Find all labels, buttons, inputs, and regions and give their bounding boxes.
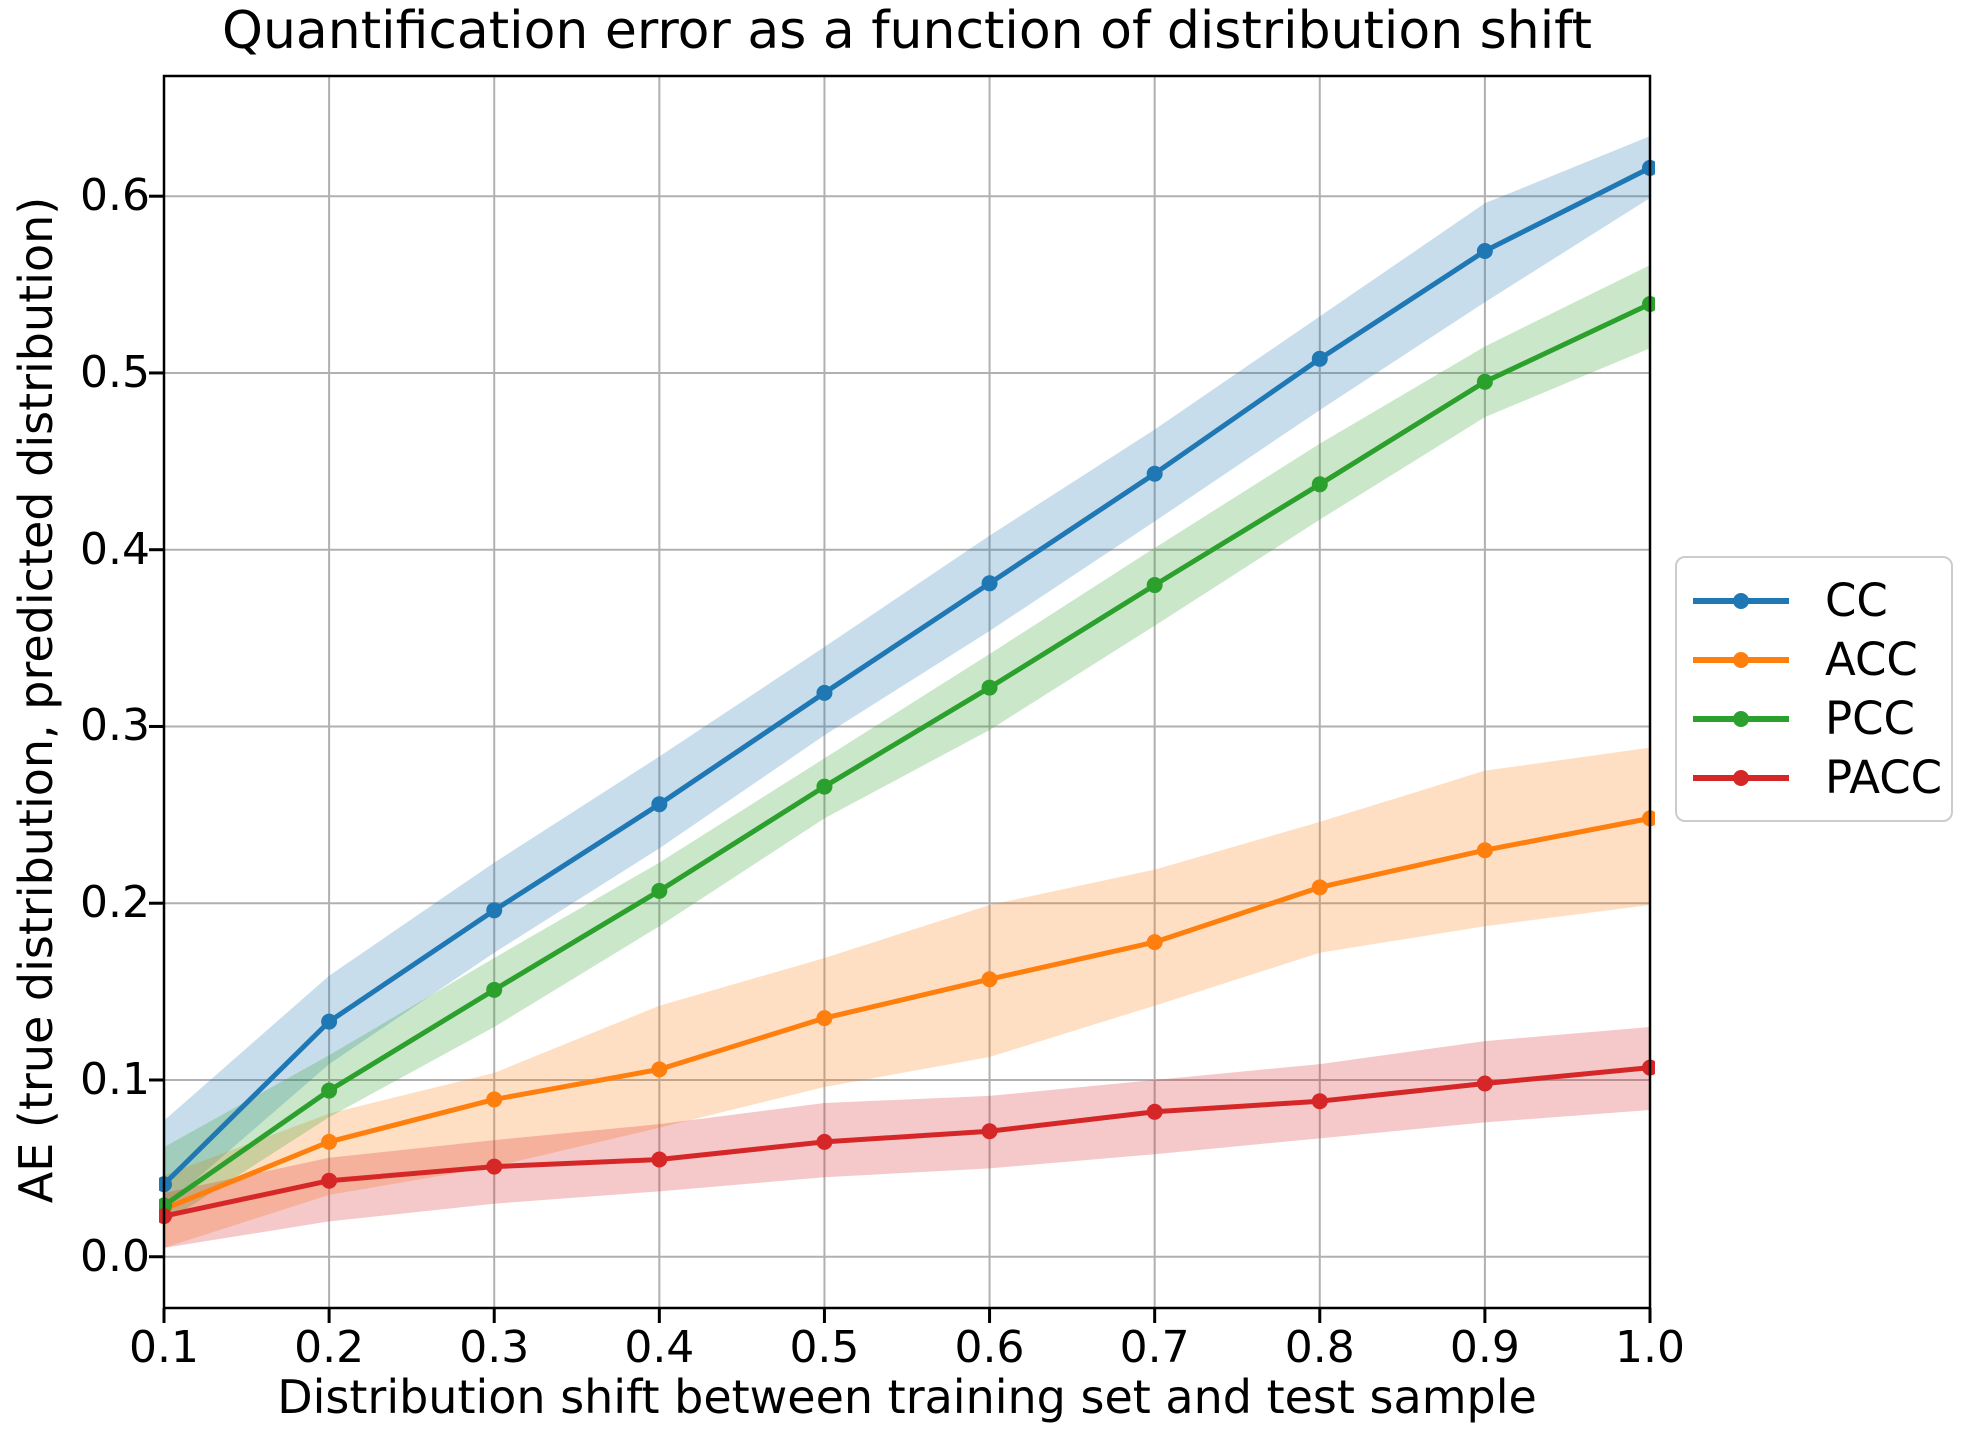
data-point-acc: [1311, 879, 1328, 896]
legend-line-sample-icon: [1693, 710, 1789, 727]
data-point-acc: [981, 971, 998, 988]
data-point-cc: [321, 1013, 338, 1030]
data-point-pacc: [486, 1158, 503, 1175]
y-tick-label: 0.1: [80, 1053, 150, 1105]
x-tick-label: 1.0: [1615, 1322, 1685, 1373]
data-point-pcc: [1311, 476, 1328, 493]
data-point-acc: [1642, 810, 1655, 827]
legend-marker-dot: [1733, 651, 1749, 668]
y-tick-label: 0.4: [80, 523, 150, 575]
confidence-band-pcc: [164, 265, 1650, 1224]
data-point-acc: [816, 1010, 833, 1027]
legend-marker-dot: [1733, 769, 1749, 786]
data-point-acc: [321, 1133, 338, 1150]
y-tick-label: 0.0: [80, 1230, 150, 1282]
data-point-pcc: [1642, 296, 1655, 313]
data-point-cc: [486, 902, 503, 919]
x-tick-label: 0.4: [624, 1322, 695, 1373]
data-point-cc: [981, 575, 998, 592]
legend-marker-dot: [1733, 592, 1749, 609]
data-point-cc: [1476, 242, 1493, 259]
data-point-pcc: [1146, 577, 1163, 594]
y-tick-label: 0.2: [80, 877, 150, 929]
legend-label-acc: ACC: [1825, 633, 1918, 686]
data-point-acc: [651, 1061, 668, 1078]
series-line-pacc: [163, 1065, 1651, 1219]
legend-item-cc: CC: [1677, 578, 1951, 623]
data-point-pcc: [651, 882, 668, 899]
data-point-pacc: [321, 1172, 338, 1189]
confidence-band-cc: [164, 136, 1650, 1208]
data-point-acc: [1146, 934, 1163, 951]
y-tick-label: 0.6: [80, 170, 150, 222]
x-tick-label: 0.9: [1449, 1322, 1520, 1373]
data-point-cc: [816, 684, 833, 701]
x-tick-label: 0.3: [459, 1322, 530, 1373]
data-point-pcc: [816, 778, 833, 795]
data-point-pcc: [1476, 373, 1493, 390]
legend: CC ACC PCC PACC: [1675, 556, 1953, 822]
data-point-pacc: [1146, 1103, 1163, 1120]
legend-line-sample-icon: [1693, 651, 1789, 668]
legend-label-cc: CC: [1825, 574, 1888, 627]
x-tick-label: 0.6: [954, 1322, 1025, 1373]
legend-label-pcc: PCC: [1825, 692, 1915, 745]
data-point-cc: [159, 1176, 172, 1193]
y-tick-label: 0.3: [80, 700, 150, 752]
data-point-pcc: [321, 1082, 338, 1099]
data-point-pcc: [981, 679, 998, 696]
legend-item-pacc: PACC: [1677, 755, 1951, 800]
plot-border: [162, 74, 1652, 1310]
series-line-acc: [163, 815, 1651, 1212]
legend-line-sample-icon: [1693, 592, 1789, 609]
chart-title: Quantification error as a function of di…: [222, 1, 1592, 61]
data-point-acc: [486, 1091, 503, 1108]
chart-canvas: [149, 74, 1655, 1323]
x-axis-label: Distribution shift between training set …: [277, 1370, 1537, 1424]
data-point-pcc: [486, 981, 503, 998]
x-tick-label: 0.5: [789, 1322, 860, 1373]
plot-area: [149, 74, 1655, 1323]
data-point-acc: [1476, 842, 1493, 859]
tick-marks: [149, 194, 1652, 1323]
data-point-cc: [1642, 159, 1655, 176]
data-point-pacc: [816, 1133, 833, 1150]
y-tick-label: 0.5: [80, 346, 150, 398]
x-tick-label: 0.2: [294, 1322, 365, 1373]
data-point-pacc: [651, 1151, 668, 1168]
data-point-cc: [1311, 350, 1328, 367]
data-point-pacc: [1476, 1075, 1493, 1092]
data-point-pacc: [981, 1123, 998, 1140]
legend-line-sample-icon: [1693, 769, 1789, 786]
data-point-cc: [651, 796, 668, 813]
data-point-cc: [1146, 465, 1163, 482]
series-line-cc: [162, 165, 1652, 1187]
legend-marker-dot: [1733, 710, 1749, 727]
series-line-pcc: [162, 301, 1652, 1208]
data-layer: [159, 136, 1655, 1248]
x-tick-label: 0.1: [129, 1322, 199, 1373]
legend-label-pacc: PACC: [1825, 751, 1943, 804]
x-tick-label: 0.7: [1119, 1322, 1190, 1373]
data-point-pacc: [1642, 1059, 1655, 1076]
legend-item-acc: ACC: [1677, 637, 1951, 682]
data-point-pacc: [1311, 1093, 1328, 1110]
data-point-pacc: [159, 1208, 172, 1225]
x-tick-label: 0.8: [1284, 1322, 1355, 1373]
legend-item-pcc: PCC: [1677, 696, 1951, 741]
